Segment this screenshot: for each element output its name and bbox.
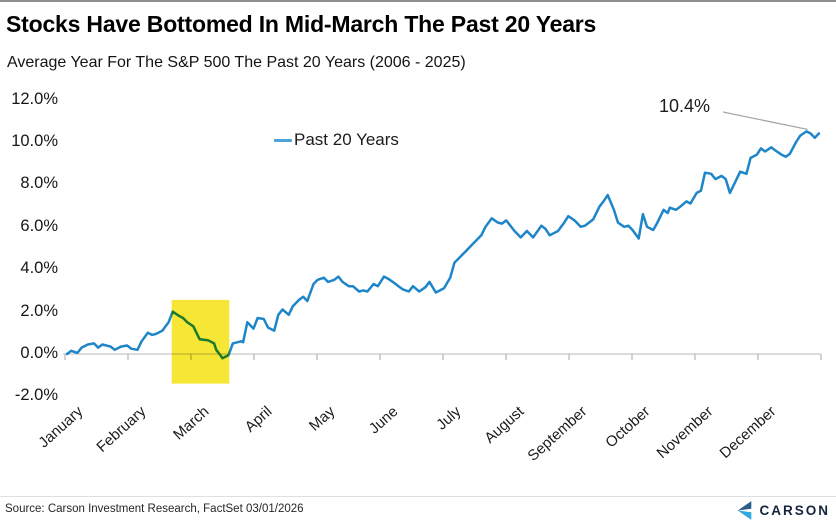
carson-logo-icon xyxy=(738,501,752,520)
legend: Past 20 Years xyxy=(274,130,399,150)
y-axis-label: 0.0% xyxy=(20,344,58,362)
leader-line xyxy=(722,111,808,131)
chart-title: Stocks Have Bottomed In Mid-March The Pa… xyxy=(6,11,597,37)
y-axis-label: 6.0% xyxy=(20,216,58,235)
chart-subtitle: Average Year For The S&P 500 The Past 20… xyxy=(7,54,466,71)
carson-logo: CARSON xyxy=(736,499,830,522)
legend-line-icon xyxy=(274,138,292,142)
y-axis-label: 2.0% xyxy=(20,301,58,320)
y-axis-label: 4.0% xyxy=(20,259,58,278)
window-top-edge xyxy=(0,0,836,2)
y-axis-label: -2.0% xyxy=(14,386,58,405)
highlight-region xyxy=(171,299,230,384)
footer-divider xyxy=(0,496,836,497)
legend-label: Past 20 Years xyxy=(294,130,399,149)
carson-logo-text: CARSON xyxy=(759,503,830,518)
end-value-annotation: 10.4% xyxy=(659,96,711,116)
y-axis-label: 10.0% xyxy=(11,132,58,150)
y-axis-label: 8.0% xyxy=(20,174,58,193)
source-note: Source: Carson Investment Research, Fact… xyxy=(5,503,304,515)
y-axis-label: 12.0% xyxy=(11,89,58,108)
